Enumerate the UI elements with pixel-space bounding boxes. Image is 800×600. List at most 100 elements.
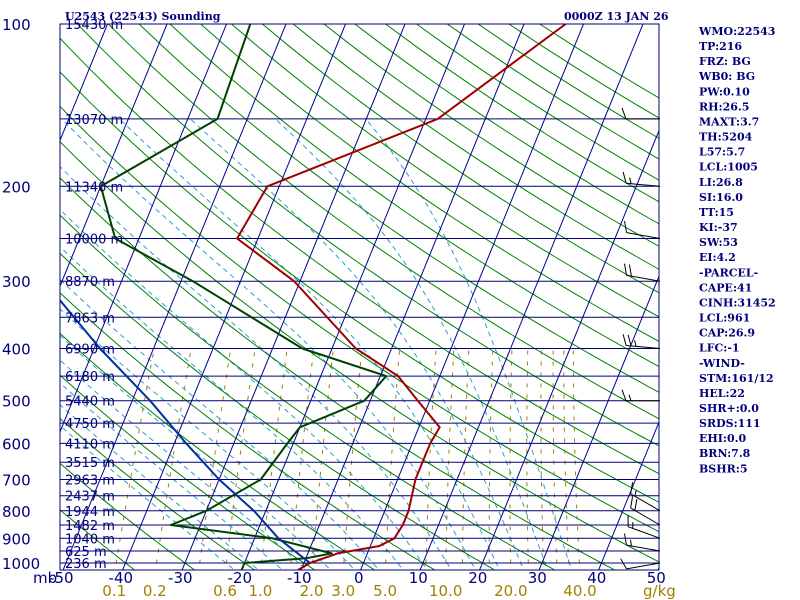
stability-index-line: WMO:22543 bbox=[698, 25, 775, 38]
mixing-ratio-tick-label: 10.0 bbox=[429, 582, 462, 600]
height-label: 4110 m bbox=[65, 437, 115, 452]
mixing-ratio-tick-label: 3.0 bbox=[331, 582, 355, 600]
height-label: 5440 m bbox=[65, 395, 115, 410]
stability-index-line: CAP:26.9 bbox=[699, 327, 755, 340]
chart-title: U2543 (22543) Sounding bbox=[65, 10, 221, 23]
mixing-ratio-line bbox=[488, 348, 494, 570]
mixing-ratio-tick-label: 0.2 bbox=[143, 582, 167, 600]
mixing-ratio-line bbox=[461, 348, 470, 570]
height-label: 15430 m bbox=[65, 18, 123, 33]
mixing-ratio-line bbox=[114, 348, 155, 570]
mixing-ratio-line bbox=[526, 348, 530, 570]
height-label: 10000 m bbox=[65, 233, 123, 248]
stability-index-line: SRDS:111 bbox=[699, 417, 761, 430]
stability-index-line: RH:26.5 bbox=[699, 100, 749, 113]
height-label: 3515 m bbox=[65, 456, 115, 471]
height-label: 236 m bbox=[65, 557, 107, 572]
stability-index-line: L57:5.7 bbox=[699, 146, 745, 159]
pressure-unit-label: mb bbox=[33, 569, 57, 587]
temperature-tick-label: 50 bbox=[647, 569, 666, 587]
temperature-tick-label: 20 bbox=[468, 569, 487, 587]
wind-barb bbox=[621, 107, 660, 120]
stability-indices-panel: WMO:22543 TP:216 FRZ: BG WB0: BG PW:0.10 RH:2… bbox=[698, 25, 776, 475]
dry-adiabat-line bbox=[60, 509, 136, 570]
stability-index-line: KI:-37 bbox=[699, 221, 738, 234]
stability-index-line: BSHR:5 bbox=[699, 462, 748, 475]
pressure-tick-label: 700 bbox=[2, 472, 31, 490]
stability-index-line: LI:26.8 bbox=[699, 176, 743, 189]
dry-adiabat-line bbox=[60, 417, 256, 570]
mixing-ratio-line bbox=[540, 348, 545, 570]
isotherm-line bbox=[122, 24, 347, 570]
height-label: 2437 m bbox=[65, 490, 115, 505]
isotherm-line bbox=[60, 24, 228, 434]
height-label: 7863 m bbox=[65, 311, 115, 326]
temperature-tick-label: 10 bbox=[409, 569, 428, 587]
mixing-ratio-line bbox=[509, 348, 513, 570]
height-label: 1482 m bbox=[65, 519, 115, 534]
mixing-ratio-line bbox=[198, 348, 232, 570]
stability-index-line: -WIND- bbox=[699, 357, 745, 370]
stability-index-line: CINH:31452 bbox=[699, 296, 776, 309]
wind-barb bbox=[622, 171, 661, 187]
isotherm-line bbox=[62, 24, 287, 570]
wind-barb bbox=[620, 558, 661, 570]
mixing-ratio-line bbox=[260, 348, 288, 570]
temperature-tick-label: -40 bbox=[109, 569, 134, 587]
temperature-profile-line bbox=[236, 24, 567, 570]
stability-index-line: WB0: BG bbox=[698, 70, 755, 83]
mixing-ratio-line bbox=[154, 348, 192, 570]
pressure-tick-label: 800 bbox=[2, 503, 31, 521]
pressure-tick-label: 400 bbox=[2, 341, 31, 359]
height-label: 11340 m bbox=[65, 180, 123, 195]
stability-index-line: LCL:961 bbox=[699, 312, 750, 325]
stability-index-line: CAPE:41 bbox=[699, 281, 752, 294]
pressure-tick-label: 300 bbox=[2, 273, 31, 291]
stability-index-line: -PARCEL- bbox=[699, 266, 758, 279]
stability-index-line: LCL:1005 bbox=[699, 161, 758, 174]
stability-index-line: SHR+:0.0 bbox=[699, 402, 759, 415]
wind-barbs bbox=[620, 107, 661, 570]
dewpoint-profile-line bbox=[99, 24, 388, 570]
isotherm-line bbox=[479, 129, 659, 570]
isotherm-line bbox=[598, 420, 659, 570]
stability-index-line: TT:15 bbox=[699, 206, 734, 219]
mixing-ratio-tick-label: 1.0 bbox=[248, 582, 272, 600]
isotherm-line bbox=[419, 24, 644, 570]
mixing-ratio-tick-label: 20.0 bbox=[494, 582, 527, 600]
height-label: 1040 m bbox=[65, 532, 115, 547]
pressure-tick-label: 100 bbox=[2, 16, 31, 34]
pressure-tick-label: 900 bbox=[2, 530, 31, 548]
temperature-tick-label: -30 bbox=[168, 569, 193, 587]
dry-adiabat-line bbox=[60, 374, 316, 570]
mixing-ratio-line bbox=[445, 348, 455, 570]
stability-index-line: PW:0.10 bbox=[699, 85, 750, 98]
wind-barb bbox=[624, 533, 661, 552]
temperature-tick-label: -20 bbox=[228, 569, 253, 587]
stability-index-line: STM:161/12 bbox=[699, 372, 774, 385]
temperature-tick-label: 0 bbox=[354, 569, 364, 587]
mixing-ratio-line bbox=[563, 348, 570, 570]
dry-adiabat-line bbox=[60, 292, 436, 570]
height-label: 13070 m bbox=[65, 113, 123, 128]
isotherm-line bbox=[60, 24, 168, 288]
mixing-ratio-unit-label: g/kg bbox=[643, 582, 676, 600]
isotherm-line bbox=[538, 274, 659, 570]
height-label: 2963 m bbox=[65, 474, 115, 489]
height-label: 6990 m bbox=[65, 343, 115, 358]
isotherm-line bbox=[360, 24, 585, 570]
height-label: 6180 m bbox=[65, 370, 115, 385]
mixing-ratio-tick-label: 2.0 bbox=[300, 582, 324, 600]
dry-adiabat-line bbox=[60, 252, 496, 570]
mixing-ratio-tick-label: 5.0 bbox=[373, 582, 397, 600]
temperature-tick-label: -10 bbox=[287, 569, 312, 587]
isotherm-line bbox=[300, 24, 525, 570]
mixing-ratio-tick-label: 0.1 bbox=[102, 582, 126, 600]
mixing-ratio-line bbox=[224, 348, 256, 570]
stability-index-line: EI:4.2 bbox=[699, 251, 736, 264]
wind-barb bbox=[621, 389, 660, 402]
stability-index-line: FRZ: BG bbox=[699, 55, 751, 68]
